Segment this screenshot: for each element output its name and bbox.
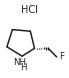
Text: F: F <box>59 52 64 61</box>
Text: NH: NH <box>13 58 26 67</box>
Text: H: H <box>21 63 27 72</box>
Text: HCl: HCl <box>21 5 37 15</box>
